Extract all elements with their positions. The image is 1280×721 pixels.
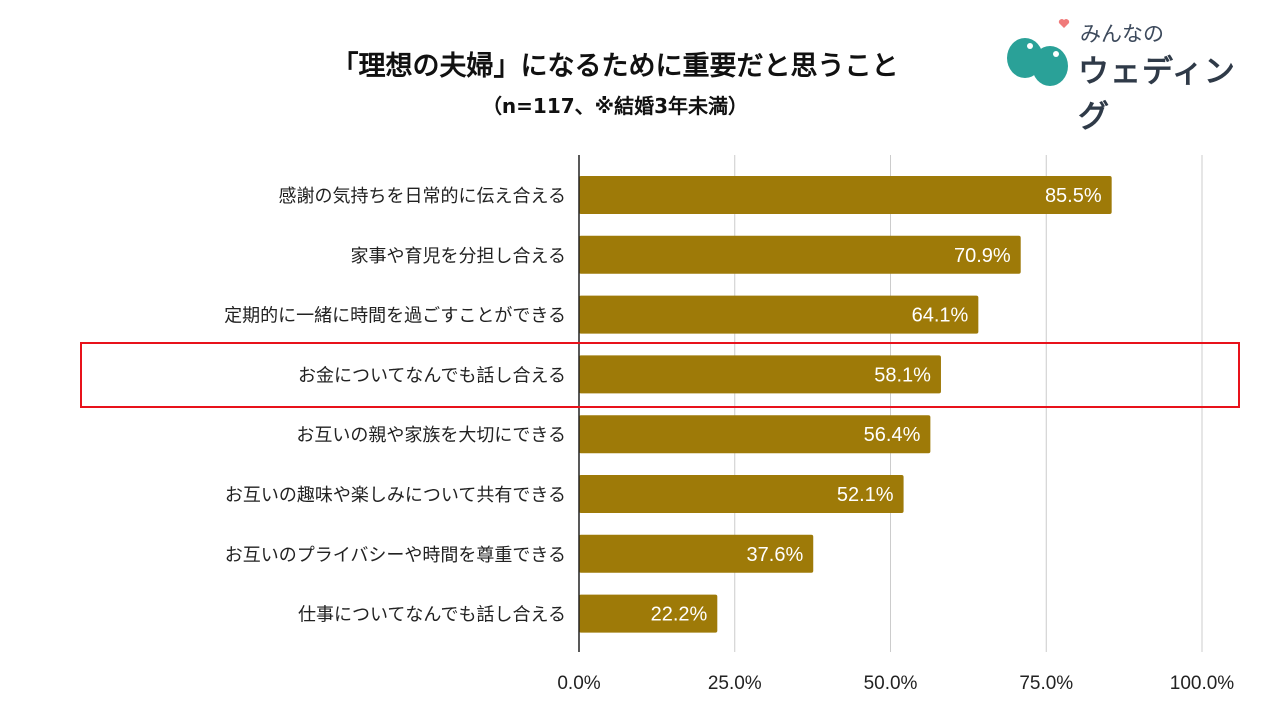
bar-data-label: 64.1% [912,305,969,327]
highlight-box [80,342,1240,408]
bar-data-label: 85.5% [1045,185,1102,207]
bar [579,235,1021,274]
bar-data-label: 37.6% [747,544,804,566]
category-label: 定期的に一緒に時間を過ごすことができる [224,306,566,327]
category-label: お金についてなんでも話し合える [298,365,566,386]
birds-logo-icon [1007,19,1070,86]
bar [579,534,814,573]
logo: みんなの ウェディング [1000,18,1265,135]
category-label: 仕事についてなんでも話し合える [298,605,566,626]
bar [579,176,1112,214]
bar [579,355,941,394]
logo-text-main: ウェディング [1078,54,1236,135]
bar-data-label: 52.1% [837,484,894,506]
category-label: 家事や育児を分担し合える [351,246,566,267]
category-label: 感謝の気持ちを日常的に伝え合える [279,186,566,207]
chart-subtitle: （n=117、※結婚3年未満） [481,94,749,118]
category-label: お互いの趣味や楽しみについて共有できる [225,485,566,506]
bar [579,475,904,513]
bar [579,295,979,334]
bar [579,594,718,633]
x-tick-label: 100.0% [1170,673,1235,694]
x-tick-label: 0.0% [557,673,600,694]
bar-data-label: 22.2% [651,604,708,626]
category-label: お互いの親や家族を大切にできる [296,425,566,446]
chart-title: 「理想の夫婦」になるために重要だと思うこと [331,51,899,82]
x-tick-label: 75.0% [1019,673,1073,694]
category-label: お互いのプライバシーや時間を尊重できる [225,545,566,566]
logo-text-top: みんなの [1080,22,1164,46]
bar-data-label: 56.4% [864,424,921,446]
bar [579,415,931,454]
x-tick-label: 25.0% [708,673,762,694]
x-tick-label: 50.0% [864,673,918,694]
bar-data-label: 70.9% [954,245,1011,267]
bar-data-label: 58.1% [874,364,931,386]
